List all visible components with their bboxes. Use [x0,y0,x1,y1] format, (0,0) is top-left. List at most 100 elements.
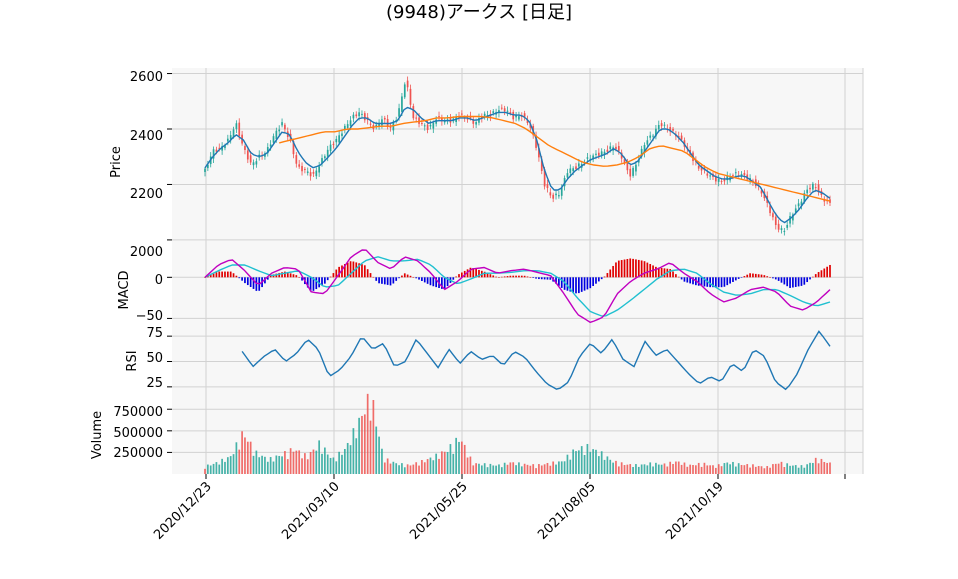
volume-bar [520,466,523,474]
volume-bar [734,466,737,474]
candle-body [772,213,774,218]
macd-histogram-bar [475,269,477,278]
macd-histogram-bar [392,277,395,284]
macd-histogram-bar [635,259,637,278]
macd-y-ticks: −50 0 [136,273,163,324]
macd-histogram-bar [386,277,389,285]
candle-body [480,116,483,119]
candle-body [244,146,246,150]
macd-histogram-bar [435,277,438,288]
volume-bar [766,466,769,474]
candle-body [623,159,626,164]
candle-body [789,216,791,224]
volume-axis-label: Volume [90,411,105,459]
macd-histogram-bar [806,277,809,283]
volume-bar [363,414,366,474]
price-panel [172,68,863,251]
volume-bar [235,442,238,474]
candle-body [800,201,803,206]
candle-body [523,113,526,117]
macd-histogram-bar [452,277,455,280]
volume-bar [286,459,289,474]
volume-bar [432,460,435,474]
volume-bar [717,464,720,474]
macd-histogram-bar [409,275,412,278]
volume-bar [706,465,709,474]
macd-histogram-bar [506,276,509,278]
x-tick-label: 2021/08/05 [535,479,599,543]
candle-body [215,149,218,152]
candle-body [600,151,603,156]
candle-body [543,169,546,187]
volume-bar [666,466,669,474]
candle-body [777,223,780,230]
volume-bar [655,462,657,474]
candle-body [566,173,569,178]
candle-body [312,171,315,174]
candle-body [415,117,418,119]
candle-body [652,135,654,137]
macd-histogram-bar [401,275,403,278]
candle-body [278,129,281,132]
volume-bar [549,465,552,474]
macd-histogram-bar [429,277,432,286]
volume-bar [458,441,460,474]
macd-histogram-bar [358,263,360,278]
volume-bar [763,468,766,474]
ma-long-line [279,115,831,202]
candle-body [515,115,517,118]
candle-body [298,164,301,167]
macd-histogram-bar [229,271,232,278]
candle-body [246,150,249,160]
candle-body [586,157,589,159]
macd-histogram-bar [244,277,246,284]
macd-histogram-bar [774,277,777,280]
candle-body [418,117,420,124]
candle-body [794,208,797,213]
candle-body [538,148,540,158]
macd-histogram-bar [458,274,460,278]
candle-body [814,187,817,189]
macd-histogram-bar [292,274,295,278]
macd-tick-label: −50 [136,309,163,324]
macd-histogram-bar [820,270,823,278]
volume-bar [386,458,389,474]
macd-histogram-bar [312,277,315,291]
macd-histogram-bar [600,277,603,280]
volume-bar [817,463,820,474]
candle-body [572,168,575,172]
candle-body [780,228,783,230]
macd-histogram-bar [232,273,235,278]
volume-bar [409,465,412,474]
macd-histogram-bar [632,258,634,278]
volume-bar [575,451,577,474]
volume-bar [358,417,360,474]
x-tick-label: 2021/05/25 [407,479,471,543]
volume-bar [304,453,306,474]
macd-histogram-bar [235,275,238,278]
volume-bar [726,462,729,474]
volume-bar [626,464,629,474]
volume-bar [812,462,814,474]
candle-body [249,155,252,163]
price-tick-label: 2400 [130,129,163,144]
candle-body [429,124,432,127]
volume-bar [366,393,369,474]
candle-body [578,163,580,167]
macd-histogram-bar [603,276,606,278]
macd-histogram-bar [221,271,223,278]
candle-body [723,179,726,182]
candle-body [478,118,480,123]
candle-body [472,119,475,124]
volume-bar [552,461,555,474]
volume-bar [672,464,674,474]
candle-body [546,184,549,189]
macd-histogram-bar [814,274,817,278]
volume-bar [606,456,609,474]
volume-bar [723,463,726,474]
volume-bar [426,459,429,474]
macd-histogram-bar [720,277,723,288]
macd-histogram-bar [361,264,363,278]
volume-bar [526,464,529,474]
volume-bar [392,461,395,474]
